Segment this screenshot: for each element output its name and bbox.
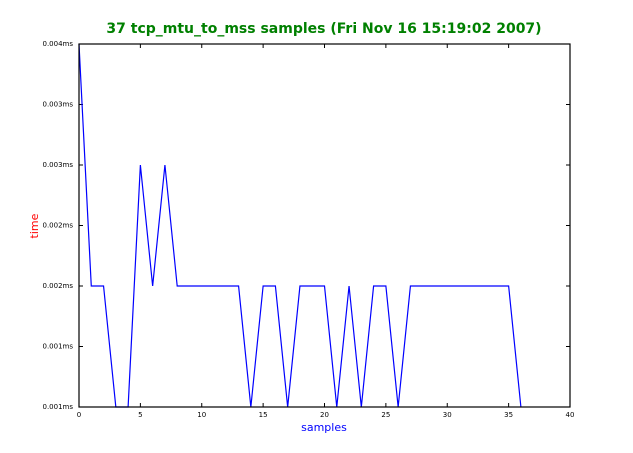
y-tick-label: 0.001ms <box>42 403 73 411</box>
x-tick-label: 40 <box>566 411 575 419</box>
plot-frame <box>78 43 571 408</box>
x-tick-label: 5 <box>138 411 142 419</box>
data-line <box>78 43 522 408</box>
x-tick-label: 15 <box>259 411 268 419</box>
y-tick-label: 0.001ms <box>42 343 73 351</box>
x-tick-label: 0 <box>77 411 81 419</box>
x-tick-label: 35 <box>504 411 513 419</box>
x-axis-label: samples <box>301 421 347 434</box>
chart-title: 37 tcp_mtu_to_mss samples (Fri Nov 16 15… <box>106 21 541 37</box>
y-tick-label: 0.004ms <box>42 40 73 48</box>
x-tick-label: 10 <box>197 411 206 419</box>
x-tick-label: 30 <box>443 411 452 419</box>
x-tick-label: 20 <box>320 411 329 419</box>
y-tick-label: 0.002ms <box>42 282 73 290</box>
y-tick-label: 0.003ms <box>42 101 73 109</box>
y-axis-label: time <box>28 213 41 238</box>
y-tick-label: 0.002ms <box>42 222 73 230</box>
x-tick-label: 25 <box>381 411 390 419</box>
y-tick-label: 0.003ms <box>42 161 73 169</box>
